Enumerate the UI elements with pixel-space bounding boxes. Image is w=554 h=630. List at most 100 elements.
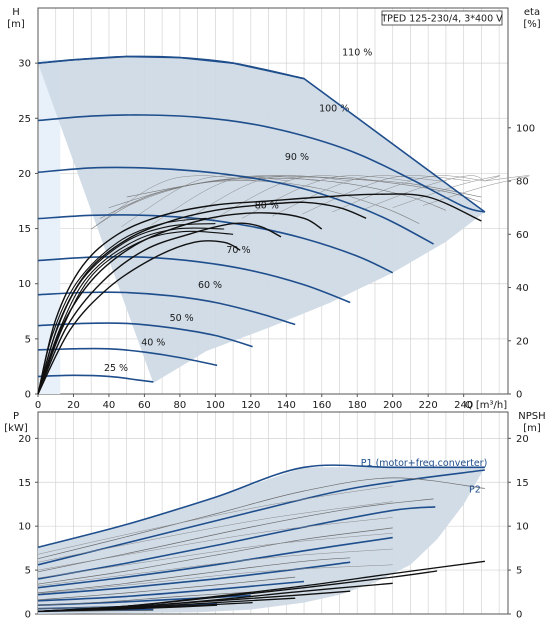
x-tick-label: 80 (174, 400, 187, 411)
npsh-curve (37, 604, 218, 613)
head-curve-label: 110 % (342, 47, 372, 58)
x-tick-label: 140 (277, 400, 296, 411)
efficiency-curve (37, 223, 216, 395)
x-tick-label: 180 (348, 400, 367, 411)
y-right-tick-label: 80 (516, 177, 529, 188)
head-curve-label: 25 % (104, 363, 128, 374)
power-p2-curve (37, 557, 351, 594)
x-axis-label: Q [m³/h] (465, 400, 507, 411)
head-curve (37, 214, 394, 274)
chart-title: TPED 125-230/4, 3*400 V (380, 14, 503, 25)
power-p2-curve (37, 532, 393, 579)
y-right-tick-label: 20 (516, 336, 529, 347)
power-p1-curve (37, 580, 305, 602)
y-right-tick-label: 0 (516, 610, 522, 621)
thin-efficiency-curve (271, 175, 441, 217)
x-tick-label: 200 (383, 400, 402, 411)
x-tick-label: 20 (67, 400, 80, 411)
thin-efficiency-curve (121, 175, 290, 228)
y-right-tick-label: 20 (516, 434, 529, 445)
x-tick-label: 160 (312, 400, 331, 411)
efficiency-curve (37, 193, 482, 395)
power-p2-curve (37, 591, 253, 606)
operating-envelope (38, 56, 485, 383)
low-flow-band (39, 59, 61, 394)
y-left-tick-label: 5 (25, 334, 31, 345)
y-right-tick-label: 5 (516, 566, 522, 577)
x-tick-label: 100 (206, 400, 225, 411)
power-annotation: P1 (motor+freq.converter) (361, 458, 488, 469)
x-tick-label: 120 (241, 400, 260, 411)
plot-frame-1 (37, 411, 509, 615)
y-left-tick-label: 10 (18, 279, 31, 290)
thin-efficiency-curve (302, 175, 471, 215)
thin-efficiency-curve (91, 175, 260, 230)
y-left-tick-label: 30 (18, 59, 31, 70)
x-tick-label: 40 (103, 400, 116, 411)
y-left-tick-label: 0 (25, 390, 31, 401)
thin-efficiency-curve (392, 175, 501, 208)
thin-efficiency-curve (99, 177, 447, 219)
head-curve-label: 40 % (141, 337, 165, 348)
power-p2-curve (37, 576, 296, 601)
y-left-tick-label: 10 (18, 522, 31, 533)
efficiency-curve (37, 227, 225, 395)
efficiency-curve (37, 222, 282, 395)
y-right-axis-unit: [%] (523, 19, 540, 30)
power-p2-curve (37, 517, 393, 571)
x-tick-label: 240 (454, 400, 473, 411)
y-right-axis-name: eta (524, 7, 540, 18)
y-right-axis-unit: [m] (523, 423, 541, 434)
efficiency-curve (37, 212, 323, 395)
efficiency-curve (37, 240, 241, 395)
x-tick-label: 220 (419, 400, 438, 411)
y-left-tick-label: 0 (25, 610, 31, 621)
y-left-axis-unit: [kW] (4, 423, 28, 434)
x-tick-label: 0 (35, 400, 41, 411)
y-right-tick-label: 60 (516, 230, 529, 241)
y-right-tick-label: 10 (516, 522, 529, 533)
y-left-tick-label: 20 (18, 169, 31, 180)
y-right-tick-label: 100 (516, 123, 535, 134)
efficiency-curve (37, 217, 207, 395)
y-left-tick-label: 5 (25, 566, 31, 577)
power-p2-curve (37, 527, 393, 585)
power-p2-curve (37, 548, 393, 587)
head-curve (37, 347, 218, 367)
head-curve-label: 70 % (226, 245, 250, 256)
y-right-tick-label: 15 (516, 478, 529, 489)
power-p1-curve (37, 561, 351, 596)
thin-efficiency-curve (211, 175, 381, 221)
power-p1-curve (37, 536, 393, 589)
head-curve-label: 60 % (198, 280, 222, 291)
y-right-tick-label: 0 (516, 390, 522, 401)
y-left-tick-label: 20 (18, 434, 31, 445)
title-box (381, 10, 503, 26)
head-curve-label: 100 % (319, 104, 349, 115)
power-annotation: P2 (469, 484, 481, 495)
head-curve (37, 255, 351, 304)
head-curve-label: 90 % (285, 152, 309, 163)
power-p1-curve (37, 469, 486, 566)
power-p1-curve (37, 506, 436, 580)
power-p2-curve (37, 498, 434, 573)
head-curve (37, 322, 253, 348)
head-curve-label: 80 % (255, 201, 279, 212)
head-curve-label: 50 % (170, 313, 194, 324)
y-left-axis-name: H (12, 7, 20, 18)
head-curve (37, 114, 486, 213)
y-right-tick-label: 40 (516, 283, 529, 294)
plot-frame-0 (37, 7, 509, 395)
thin-efficiency-curve (332, 175, 485, 213)
thin-efficiency-curve (422, 175, 530, 206)
npsh-curve (37, 570, 438, 613)
y-left-tick-label: 15 (18, 224, 31, 235)
y-left-tick-label: 25 (18, 114, 31, 125)
y-right-axis-name: NPSH (518, 411, 545, 422)
power-p2-curve (37, 564, 393, 595)
thin-efficiency-curve (362, 175, 486, 211)
power-p2-curve (37, 477, 485, 560)
head-curve (37, 374, 154, 383)
y-left-tick-label: 15 (18, 478, 31, 489)
